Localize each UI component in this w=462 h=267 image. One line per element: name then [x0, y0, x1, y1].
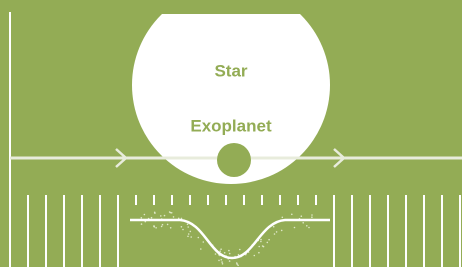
measurement-dot: [141, 217, 143, 219]
measurement-dot: [154, 212, 156, 214]
measurement-dot: [294, 227, 296, 229]
measurement-dot: [220, 248, 222, 250]
measurement-dot: [258, 246, 260, 248]
measurement-dot: [311, 216, 313, 218]
measurement-dot: [237, 265, 239, 267]
page: Star Exoplanet (() => { const data = JSO…: [0, 0, 462, 267]
measurement-dot: [301, 215, 303, 217]
measurement-dot: [153, 225, 155, 227]
measurement-dot: [167, 224, 169, 226]
measurement-dot: [281, 230, 283, 232]
measurement-dot: [258, 252, 260, 254]
measurement-dot: [260, 241, 262, 243]
exoplanet: [217, 143, 251, 177]
measurement-dot: [221, 261, 223, 263]
measurement-dot: [229, 260, 231, 262]
measurement-dot: [190, 231, 192, 233]
measurement-dot: [228, 250, 230, 252]
planet-label: Exoplanet: [190, 116, 272, 135]
measurement-dot: [198, 237, 200, 239]
measurement-dot: [187, 236, 189, 238]
measurement-dot: [161, 226, 163, 228]
measurement-dot: [311, 214, 313, 216]
transit-diagram: Star Exoplanet: [0, 0, 462, 267]
measurement-dot: [308, 227, 310, 229]
measurement-dot: [144, 214, 146, 216]
star-label: Star: [214, 61, 247, 80]
measurement-dot: [268, 239, 270, 241]
measurement-dot: [224, 252, 226, 254]
measurement-dot: [239, 249, 241, 251]
measurement-dot: [188, 233, 190, 235]
measurement-dot: [155, 227, 157, 229]
measurement-dot: [141, 223, 143, 225]
measurement-dot: [200, 248, 202, 250]
measurement-dot: [274, 233, 276, 235]
measurement-dot: [254, 255, 256, 257]
measurement-dot: [164, 215, 166, 217]
measurement-dot: [238, 254, 240, 256]
measurement-dot: [221, 259, 223, 261]
measurement-dot: [263, 246, 265, 248]
measurement-dot: [219, 250, 221, 252]
measurement-dot: [181, 226, 183, 228]
measurement-dot: [203, 241, 205, 243]
measurement-dot: [151, 217, 153, 219]
measurement-dot: [306, 225, 308, 227]
measurement-dot: [218, 260, 220, 262]
measurement-dot: [260, 239, 262, 241]
measurement-dot: [173, 216, 175, 218]
measurement-dot: [162, 224, 164, 226]
measurement-dot: [282, 217, 284, 219]
measurement-dot: [187, 224, 189, 226]
measurement-dot: [160, 215, 162, 217]
measurement-dot: [291, 214, 293, 216]
measurement-dot: [267, 242, 269, 244]
measurement-dot: [187, 226, 189, 228]
measurement-dot: [169, 211, 171, 213]
measurement-dot: [273, 226, 275, 228]
measurement-dot: [222, 263, 224, 265]
measurement-dot: [182, 229, 184, 231]
measurement-dot: [229, 253, 231, 255]
measurement-dot: [276, 231, 278, 233]
measurement-dot: [215, 253, 217, 255]
measurement-dot: [190, 236, 192, 238]
measurement-dot: [302, 222, 304, 224]
measurement-dot: [170, 227, 172, 229]
